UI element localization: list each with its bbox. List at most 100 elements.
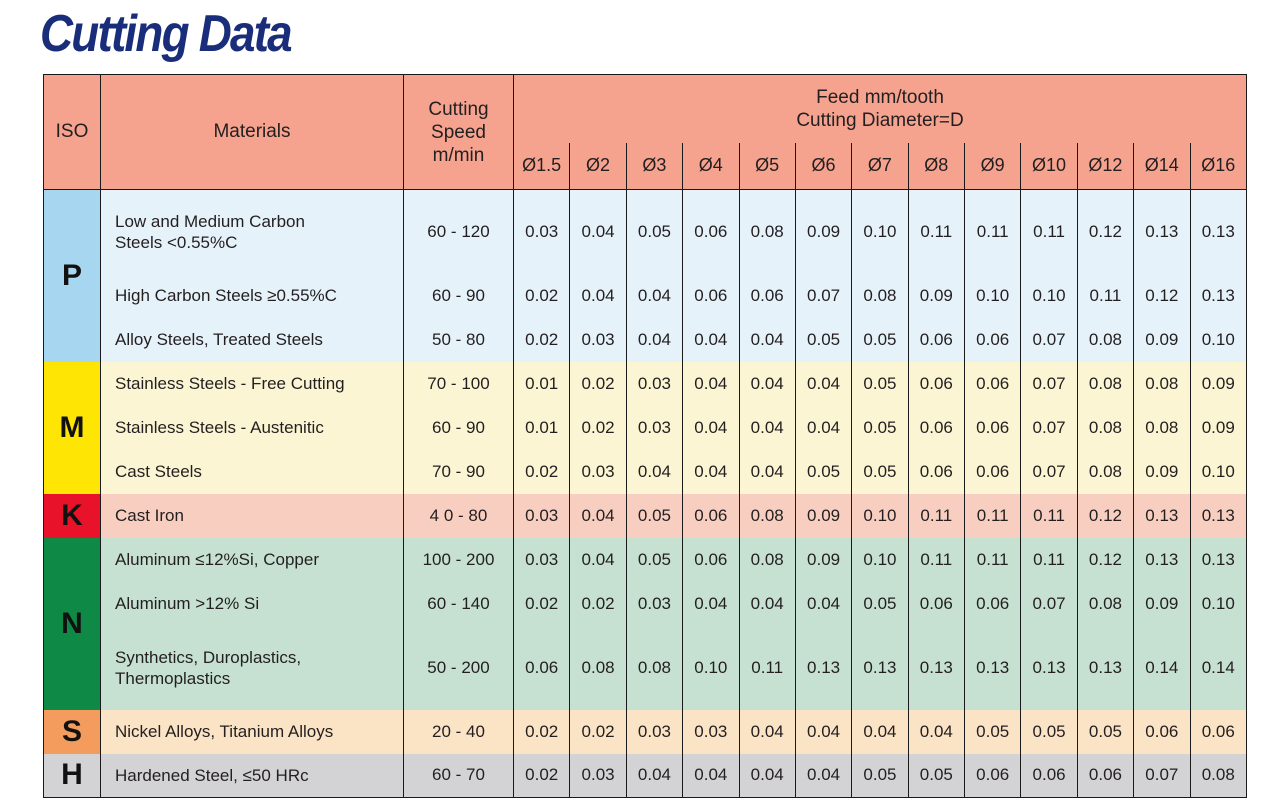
feed-cell-d10: 0.06 [1020, 753, 1078, 798]
feed-cell-d12: 0.08 [1076, 449, 1134, 494]
table-row: Aluminum >12% Si 60 - 140 0.02 0.02 0.03 0.04… [43, 581, 1247, 626]
feed-cell-d4: 0.04 [682, 361, 739, 406]
material-cell: Aluminum ≤12%Si, Copper [100, 537, 404, 582]
header-diameter-14: Ø14 [1133, 142, 1190, 190]
feed-cell-d3: 0.04 [625, 273, 683, 318]
feed-cell-d6: 0.04 [794, 709, 852, 754]
feed-cell-d5: 0.04 [738, 581, 796, 626]
feed-cell-d16: 0.10 [1189, 317, 1247, 362]
feed-cell-d8: 0.06 [907, 405, 965, 450]
table-row: H Hardened Steel, ≤50 HRc 60 - 70 0.02 0.03 0… [43, 753, 1247, 798]
cutting-speed-cell: 4 0 - 80 [403, 493, 514, 538]
table-row: S Nickel Alloys, Titanium Alloys 20 - 40 0.… [43, 709, 1247, 754]
material-cell: Cast Steels [100, 449, 404, 494]
feed-cell-d8: 0.06 [907, 449, 965, 494]
feed-cell-d12: 0.06 [1076, 753, 1134, 798]
header-diameter-9: Ø9 [963, 142, 1021, 190]
feed-cell-d6: 0.04 [794, 753, 852, 798]
feed-cell-d2: 0.04 [569, 189, 627, 274]
feed-cell-d3: 0.03 [625, 361, 683, 406]
header-diameter-6: Ø6 [794, 142, 852, 190]
table-row: M Stainless Steels - Free Cutting 70 - 100… [43, 361, 1247, 494]
feed-cell-d8: 0.09 [907, 273, 965, 318]
material-cell: Cast Iron [100, 493, 404, 538]
feed-cell-d16: 0.09 [1189, 405, 1247, 450]
feed-cell-d12: 0.08 [1076, 361, 1134, 406]
feed-cell-d14: 0.12 [1133, 273, 1190, 318]
feed-cell-d2: 0.03 [569, 753, 627, 798]
feed-cell-d1.5: 0.03 [512, 493, 570, 538]
feed-cell-d14: 0.09 [1133, 317, 1190, 362]
feed-cell-d8: 0.11 [907, 493, 965, 538]
feed-cell-d8: 0.04 [907, 709, 965, 754]
feed-cell-d10: 0.07 [1020, 361, 1078, 406]
header-materials: Materials [100, 74, 404, 190]
table-row: Cast Steels 70 - 90 0.02 0.03 0.04 0.04 0.04 0.… [43, 449, 1247, 494]
feed-cell-d7: 0.05 [851, 449, 909, 494]
cutting-speed-cell: 100 - 200 [403, 537, 514, 582]
material-cell: Synthetics, Duroplastics, Thermoplastics [100, 625, 404, 710]
feed-cell-d1.5: 0.06 [512, 625, 570, 710]
feed-cell-d7: 0.05 [851, 405, 909, 450]
feed-cell-d9: 0.06 [963, 581, 1021, 626]
feed-cell-d4: 0.04 [682, 753, 739, 798]
feed-cell-d2: 0.04 [569, 537, 627, 582]
feed-cell-d6: 0.09 [794, 189, 852, 274]
feed-cell-d5: 0.04 [738, 449, 796, 494]
feed-cell-d8: 0.06 [907, 317, 965, 362]
feed-cell-d16: 0.10 [1189, 581, 1247, 626]
feed-cell-d5: 0.08 [738, 537, 796, 582]
feed-cell-d9: 0.06 [963, 361, 1021, 406]
table-body: P Low and Medium Carbon Steels <0.55%C 60 … [43, 189, 1247, 798]
feed-cell-d2: 0.04 [569, 273, 627, 318]
feed-cell-d2: 0.03 [569, 317, 627, 362]
feed-cell-d9: 0.06 [963, 317, 1021, 362]
table-header: ISO Materials Cutting Speed m/min Feed m… [43, 74, 1247, 190]
feed-cell-d2: 0.03 [569, 449, 627, 494]
header-diameter-16: Ø16 [1189, 142, 1247, 190]
header-diameter-10: Ø10 [1020, 142, 1078, 190]
feed-cell-d4: 0.06 [682, 537, 739, 582]
iso-badge-M: M [43, 361, 101, 494]
feed-cell-d4: 0.04 [682, 581, 739, 626]
iso-badge-S: S [43, 709, 101, 754]
cutting-speed-cell: 60 - 140 [403, 581, 514, 626]
feed-cell-d1.5: 0.02 [512, 449, 570, 494]
feed-cell-d4: 0.06 [682, 189, 739, 274]
feed-cell-d6: 0.04 [794, 361, 852, 406]
feed-cell-d6: 0.07 [794, 273, 852, 318]
feed-cell-d12: 0.12 [1076, 537, 1134, 582]
feed-cell-d16: 0.13 [1189, 273, 1247, 318]
material-cell: Alloy Steels, Treated Steels [100, 317, 404, 362]
feed-cell-d2: 0.02 [569, 709, 627, 754]
feed-cell-d9: 0.06 [963, 449, 1021, 494]
feed-cell-d16: 0.13 [1189, 189, 1247, 274]
cutting-speed-cell: 70 - 90 [403, 449, 514, 494]
material-cell: High Carbon Steels ≥0.55%C [100, 273, 404, 318]
table-row: Stainless Steels - Austenitic 60 - 90 0.01… [43, 405, 1247, 450]
cutting-speed-cell: 50 - 80 [403, 317, 514, 362]
feed-cell-d3: 0.05 [625, 493, 683, 538]
feed-cell-d16: 0.10 [1189, 449, 1247, 494]
feed-cell-d6: 0.05 [794, 317, 852, 362]
header-diameter-7: Ø7 [851, 142, 909, 190]
feed-cell-d10: 0.11 [1020, 537, 1078, 582]
feed-cell-d4: 0.04 [682, 405, 739, 450]
feed-cell-d10: 0.07 [1020, 449, 1078, 494]
feed-cell-d4: 0.10 [682, 625, 739, 710]
feed-cell-d7: 0.08 [851, 273, 909, 318]
table-row: N Aluminum ≤12%Si, Copper 100 - 200 0.03 0.0… [43, 537, 1247, 710]
cutting-data-table: ISO Materials Cutting Speed m/min Feed m… [43, 74, 1247, 798]
feed-cell-d6: 0.04 [794, 405, 852, 450]
material-cell: Aluminum >12% Si [100, 581, 404, 626]
material-cell: Low and Medium Carbon Steels <0.55%C [100, 189, 404, 274]
feed-cell-d1.5: 0.01 [512, 405, 570, 450]
feed-cell-d16: 0.13 [1189, 537, 1247, 582]
feed-cell-d12: 0.05 [1076, 709, 1134, 754]
feed-cell-d4: 0.03 [682, 709, 739, 754]
feed-cell-d1.5: 0.02 [512, 273, 570, 318]
feed-cell-d3: 0.03 [625, 405, 683, 450]
feed-cell-d4: 0.06 [682, 273, 739, 318]
feed-cell-d8: 0.11 [907, 537, 965, 582]
